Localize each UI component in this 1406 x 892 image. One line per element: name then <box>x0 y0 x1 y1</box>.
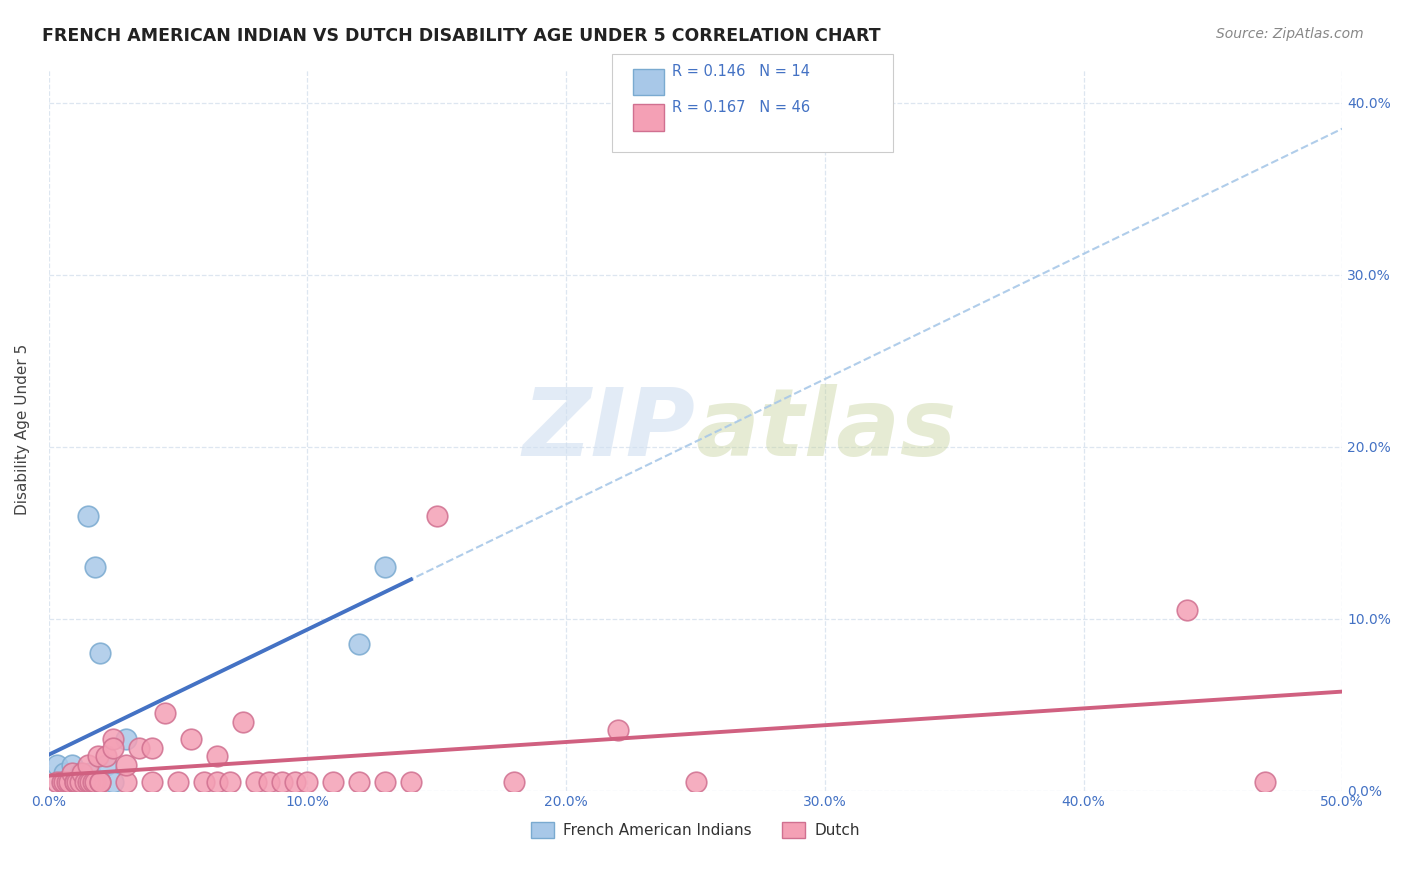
Point <box>193 775 215 789</box>
Point <box>82 775 104 789</box>
Point <box>58 775 80 789</box>
Point <box>322 775 344 789</box>
Point <box>69 766 91 780</box>
Point <box>63 775 86 789</box>
Point <box>245 775 267 789</box>
Point <box>76 508 98 523</box>
Point <box>141 775 163 789</box>
Point <box>94 757 117 772</box>
Point <box>205 775 228 789</box>
Point <box>66 775 89 789</box>
Point <box>63 775 86 789</box>
Point <box>73 775 96 789</box>
Point <box>685 775 707 789</box>
Point <box>79 766 101 780</box>
Point <box>51 775 73 789</box>
Point <box>103 775 125 789</box>
Point <box>205 749 228 764</box>
Point <box>218 775 240 789</box>
Point <box>76 775 98 789</box>
Legend: French American Indians, Dutch: French American Indians, Dutch <box>524 816 866 845</box>
Text: R = 0.167   N = 46: R = 0.167 N = 46 <box>672 101 810 115</box>
Point <box>167 775 190 789</box>
Point <box>115 757 138 772</box>
Point <box>45 775 67 789</box>
Point <box>347 775 370 789</box>
Y-axis label: Disability Age Under 5: Disability Age Under 5 <box>15 344 30 516</box>
Point <box>66 775 89 789</box>
Point <box>72 766 94 780</box>
Point <box>399 775 422 789</box>
Point <box>103 731 125 746</box>
Point <box>87 749 110 764</box>
Point <box>89 775 111 789</box>
Point <box>56 775 79 789</box>
Point <box>60 766 83 780</box>
Point <box>115 731 138 746</box>
Point <box>51 775 73 789</box>
Text: R = 0.146   N = 14: R = 0.146 N = 14 <box>672 64 810 78</box>
Point <box>503 775 526 789</box>
Point <box>1253 775 1275 789</box>
Text: ZIP: ZIP <box>523 384 696 475</box>
Point <box>180 731 202 746</box>
Point <box>94 749 117 764</box>
Point <box>89 646 111 660</box>
Point <box>153 706 176 721</box>
Text: Source: ZipAtlas.com: Source: ZipAtlas.com <box>1216 27 1364 41</box>
Point <box>270 775 292 789</box>
Point <box>141 740 163 755</box>
Text: atlas: atlas <box>696 384 956 475</box>
Point <box>76 757 98 772</box>
Point <box>84 560 107 574</box>
Point <box>128 740 150 755</box>
Point <box>79 775 101 789</box>
Point <box>63 775 86 789</box>
Point <box>53 766 76 780</box>
Point <box>53 775 76 789</box>
Point <box>89 775 111 789</box>
Point <box>257 775 280 789</box>
Point <box>84 775 107 789</box>
Point <box>45 757 67 772</box>
Point <box>69 775 91 789</box>
Point <box>232 714 254 729</box>
Point <box>115 775 138 789</box>
Point <box>374 775 396 789</box>
Point <box>60 757 83 772</box>
Point <box>1175 603 1198 617</box>
Point <box>103 740 125 755</box>
Point <box>426 508 449 523</box>
Point <box>606 723 628 738</box>
Point <box>283 775 305 789</box>
Point <box>374 560 396 574</box>
Point <box>347 637 370 651</box>
Point <box>72 775 94 789</box>
Point <box>58 775 80 789</box>
Text: FRENCH AMERICAN INDIAN VS DUTCH DISABILITY AGE UNDER 5 CORRELATION CHART: FRENCH AMERICAN INDIAN VS DUTCH DISABILI… <box>42 27 880 45</box>
Point <box>297 775 319 789</box>
